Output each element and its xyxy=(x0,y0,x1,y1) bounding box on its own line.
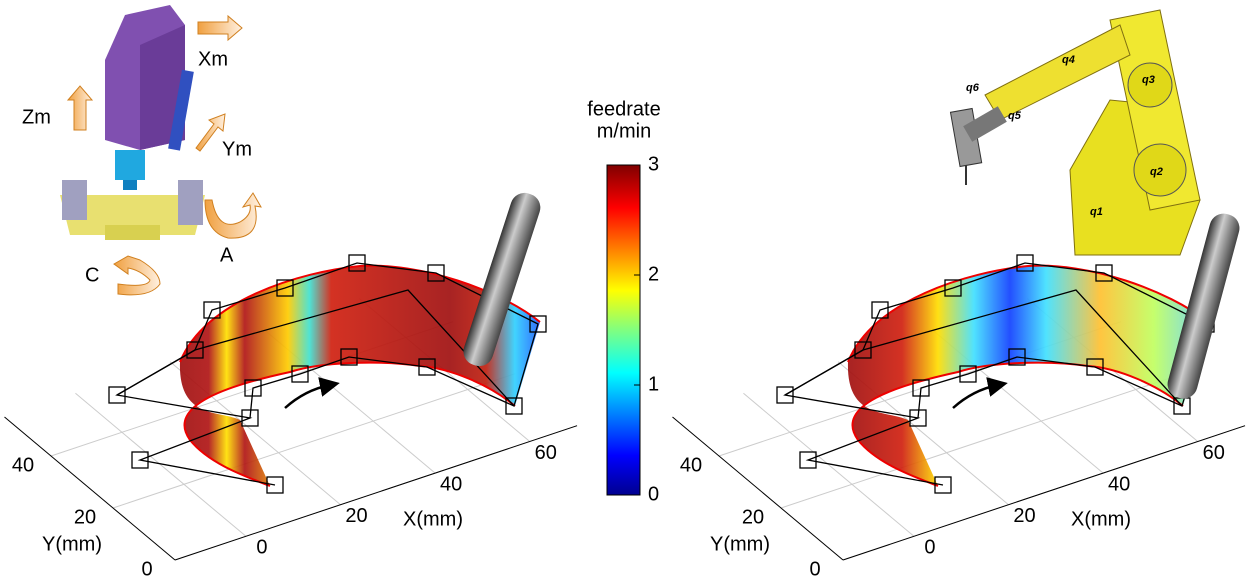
x-axis-title: X(mm) xyxy=(403,508,463,530)
x-tick-label: 40 xyxy=(440,473,462,495)
x-tick-label: 60 xyxy=(1203,442,1225,464)
control-point xyxy=(266,476,284,494)
tick-label: 2 xyxy=(648,263,659,285)
axis-line xyxy=(672,416,844,561)
y-tick-label: 20 xyxy=(74,506,96,528)
control-point xyxy=(1086,358,1104,376)
x-tick-label: 0 xyxy=(256,537,267,559)
axis-label: C xyxy=(85,264,99,286)
y-tick-label: 40 xyxy=(12,454,34,476)
y-tick-label: 20 xyxy=(742,506,764,528)
control-point xyxy=(427,264,445,282)
control-point xyxy=(340,348,358,366)
machine-tool xyxy=(60,5,262,296)
grid-line xyxy=(780,373,1184,509)
y-tick-label: 40 xyxy=(680,454,702,476)
colorbar-title: m/min xyxy=(597,120,651,142)
axis-label: Xm xyxy=(198,48,228,70)
joint-label: q1 xyxy=(1090,206,1103,218)
colorbar-title: feedrate xyxy=(587,98,660,120)
axis-label: A xyxy=(220,244,234,266)
tick-label: 1 xyxy=(648,373,659,395)
control-point xyxy=(505,397,523,415)
control-point xyxy=(799,451,817,469)
y-axis-title: Y(mm) xyxy=(710,533,770,555)
control-point xyxy=(1008,348,1026,366)
x-tick-label: 0 xyxy=(924,537,935,559)
y-tick-label: 0 xyxy=(809,558,820,578)
tick-label: 3 xyxy=(648,153,659,175)
control-point xyxy=(944,279,962,297)
grid-line xyxy=(743,392,915,537)
joint-label: q3 xyxy=(1142,74,1155,86)
grid-line xyxy=(75,392,247,537)
control-point xyxy=(959,365,977,383)
y-axis-title: Y(mm) xyxy=(42,533,102,555)
x-tick-label: 60 xyxy=(535,442,557,464)
control-point xyxy=(241,409,259,427)
robot xyxy=(949,9,1201,256)
control-point xyxy=(1016,254,1034,272)
control-point xyxy=(871,301,889,319)
colorbar xyxy=(606,164,641,496)
tick-label: 0 xyxy=(648,483,659,505)
control-point xyxy=(108,386,126,404)
control-point xyxy=(291,365,309,383)
control-point xyxy=(1095,264,1113,282)
control-point xyxy=(776,386,794,404)
y-tick-label: 0 xyxy=(141,558,152,578)
control-point xyxy=(186,341,204,359)
control-point xyxy=(529,315,547,333)
axes-layer: 0 20 40 60 0 20 40 X(mm) Y(mm) 0 20 40 60 0 20 40 X(mm) Y… xyxy=(4,298,1246,578)
x-tick-label: 40 xyxy=(1108,473,1130,495)
joint-label: q6 xyxy=(966,82,980,94)
control-point xyxy=(909,409,927,427)
control-point xyxy=(244,379,262,397)
joint-label: q2 xyxy=(1150,166,1163,178)
control-point xyxy=(348,254,366,272)
axis-line xyxy=(4,416,176,561)
control-point xyxy=(203,301,221,319)
x-tick-label: 20 xyxy=(1013,505,1035,527)
axis-label: Ym xyxy=(222,138,252,160)
control-point xyxy=(854,341,872,359)
control-point xyxy=(131,451,149,469)
control-point xyxy=(418,358,436,376)
axis-line xyxy=(842,425,1246,561)
toolpath-surface xyxy=(108,192,547,494)
joint-label: q4 xyxy=(1062,54,1075,66)
x-axis-title: X(mm) xyxy=(1071,508,1131,530)
joint-label: q5 xyxy=(1008,110,1022,122)
axis-line xyxy=(174,425,578,561)
control-point xyxy=(934,476,952,494)
control-point xyxy=(276,279,294,297)
grid-line xyxy=(112,373,516,509)
axis-label: Zm xyxy=(22,106,51,128)
x-tick-label: 20 xyxy=(345,505,367,527)
toolpath-surface xyxy=(776,213,1240,494)
control-point xyxy=(912,379,930,397)
